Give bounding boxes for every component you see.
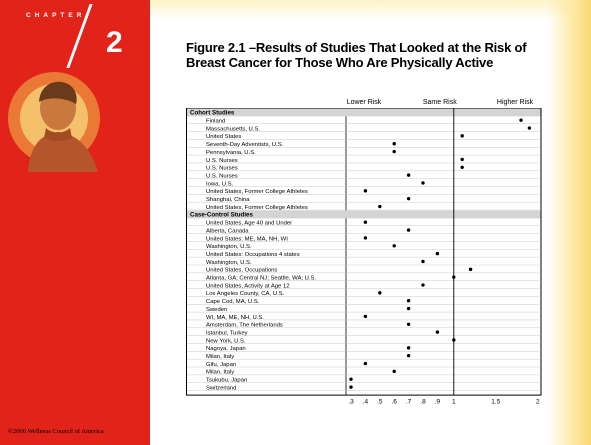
group-header-band xyxy=(187,210,541,219)
study-label: Gifu, Japan xyxy=(206,362,236,368)
x-tick-label: 1 xyxy=(452,399,456,406)
figure-title: Figure 2.1 –Results of Studies That Look… xyxy=(186,40,527,70)
study-label: New York, U.S. xyxy=(206,338,246,344)
study-label: United States, Activity at Age 12 xyxy=(206,283,290,289)
chapter-side-panel xyxy=(0,0,150,445)
study-point xyxy=(421,283,425,287)
risk-header-label: Lower Risk xyxy=(347,99,382,106)
study-point xyxy=(452,338,456,342)
x-tick-label: .3 xyxy=(348,399,354,406)
study-label: Cape Cod, MA, U.S. xyxy=(206,299,260,305)
study-point xyxy=(435,251,440,256)
study-point xyxy=(421,181,425,185)
risk-header-label: Same Risk xyxy=(423,99,457,106)
study-label: Amsterdam, The Netherlands xyxy=(206,323,283,329)
study-label: Alberta, Canada xyxy=(206,228,249,234)
study-label: United States: ME, MA, NH, WI xyxy=(206,236,288,242)
study-point xyxy=(527,126,532,130)
chapter-number: 2 xyxy=(106,26,123,59)
study-point xyxy=(392,369,396,374)
study-label: U.S. Nurses xyxy=(206,173,238,179)
study-label: Milan, Italy xyxy=(206,370,234,376)
study-label: WI, MA, ME, NH, U.S. xyxy=(206,315,264,321)
study-point xyxy=(452,275,456,279)
x-tick-label: 1.5 xyxy=(491,399,500,406)
study-point xyxy=(406,346,411,350)
study-point xyxy=(378,291,382,295)
study-point xyxy=(392,244,396,248)
study-point xyxy=(460,134,464,138)
study-point xyxy=(363,361,368,366)
study-point xyxy=(406,306,411,311)
study-point xyxy=(378,204,382,209)
study-point xyxy=(435,330,440,334)
study-label: Washington, U.S. xyxy=(206,244,252,250)
x-tick-label: .5 xyxy=(377,399,383,406)
study-point xyxy=(460,165,464,169)
x-tick-label: .4 xyxy=(363,399,369,406)
study-label: Tsukubu, Japan xyxy=(206,378,247,384)
group-header-label: Cohort Studies xyxy=(190,110,235,117)
accent-band xyxy=(547,0,591,445)
study-point xyxy=(468,267,473,272)
study-label: Iowa, U.S. xyxy=(206,181,234,187)
x-tick-label: .9 xyxy=(435,399,441,406)
study-label: Switzerland xyxy=(206,385,236,391)
x-tick-label: .8 xyxy=(420,399,426,406)
study-point xyxy=(406,228,411,232)
study-point xyxy=(406,299,411,303)
study-point xyxy=(421,259,425,264)
study-point xyxy=(363,220,368,224)
top-glow xyxy=(150,0,591,20)
study-point xyxy=(363,236,368,240)
study-point xyxy=(392,142,396,146)
study-label: Nagoya, Japan xyxy=(206,346,246,352)
study-point xyxy=(406,173,411,177)
runner-portrait-illustration xyxy=(8,72,100,172)
risk-header-label: Higher Risk xyxy=(497,99,534,106)
copyright-notice: ©2006 Wellness Council of America xyxy=(8,428,104,435)
x-tick-label: .7 xyxy=(406,399,412,406)
group-header-label: Case-Control Studies xyxy=(190,212,253,219)
study-label: Atlanta, GA; Central NJ; Seattle, WA; U.… xyxy=(206,276,316,282)
study-point xyxy=(349,377,353,381)
study-label: Massachusetts, U.S. xyxy=(206,126,260,132)
group-header-band xyxy=(187,108,541,117)
study-point xyxy=(460,157,464,162)
study-label: Istanbul, Turkey xyxy=(206,330,248,336)
study-label: Seventh-Day Adventists, U.S. xyxy=(206,142,284,148)
study-point xyxy=(392,149,396,154)
study-label: Los Angeles County, CA, U.S. xyxy=(206,291,285,297)
study-point xyxy=(406,322,411,326)
study-label: Sweden xyxy=(206,307,227,313)
study-label: United States, Former College Athletes xyxy=(206,189,308,195)
study-label: United States, Former College Athletes xyxy=(206,205,308,211)
study-label: U.S. Nurses xyxy=(206,166,238,172)
study-point xyxy=(349,385,353,389)
study-label: United States, Occupations xyxy=(206,268,277,274)
study-label: Pennsylvania, U.S. xyxy=(206,150,256,156)
study-label: Finland xyxy=(206,119,225,125)
study-label: United States, Age 40 and Under xyxy=(206,221,292,227)
study-label: Milan, Italy xyxy=(206,354,234,360)
study-point xyxy=(519,118,523,122)
study-label: United States: Occupations 4 states xyxy=(206,252,300,258)
study-label: Shanghai, China xyxy=(206,197,250,203)
plot-frame xyxy=(186,108,542,396)
study-point xyxy=(363,189,368,193)
x-tick-label: 2 xyxy=(536,399,540,406)
x-tick-label: .6 xyxy=(391,399,397,406)
chapter-label: CHAPTER xyxy=(26,12,86,19)
study-label: Washington, U.S. xyxy=(206,260,252,266)
study-label: U.S. Nurses xyxy=(206,158,238,164)
study-point xyxy=(406,196,411,201)
study-label: United States xyxy=(206,134,241,140)
study-point xyxy=(363,314,368,319)
study-point xyxy=(406,353,411,358)
